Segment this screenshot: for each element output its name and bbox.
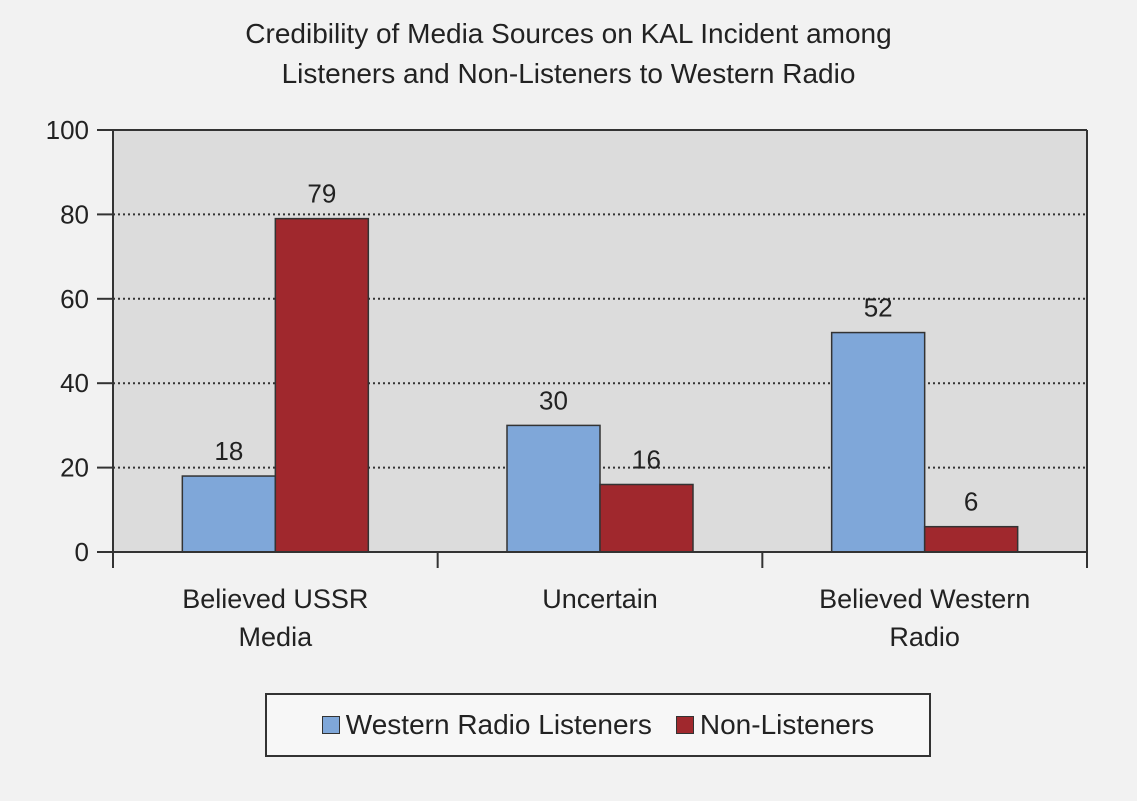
bar-uncertain-non-listeners	[599, 483, 694, 553]
legend-swatch-non-listeners	[675, 716, 694, 734]
legend-item-western-radio-listeners: Western Radio Listeners	[321, 709, 652, 741]
y-tick-label-60: 60	[60, 284, 89, 314]
x-tick-label-believed-ussr-media-line-2: Media	[239, 622, 314, 652]
x-tick-label-uncertain-line-1: Uncertain	[542, 584, 658, 614]
bar-uncertain-western-radio-listeners	[506, 424, 601, 553]
legend: Western Radio Listeners Non-Listeners	[265, 693, 931, 757]
y-tick-label-100: 100	[46, 115, 89, 145]
y-tick-labels: 0 20 40 60 80 100	[46, 115, 89, 567]
x-tick-label-believed-ussr-media-line-1: Believed USSR	[182, 584, 368, 614]
axes	[97, 129, 1088, 568]
value-label-uncertain-non-listeners: 16	[632, 444, 661, 474]
legend-swatch-western-radio-listeners	[321, 716, 340, 734]
value-label-uncertain-western-radio-listeners: 30	[539, 385, 568, 415]
chart-title-line-2: Listeners and Non-Listeners to Western R…	[281, 58, 856, 89]
value-label-believed-ussr-media-non-listeners: 79	[307, 179, 336, 209]
bar-believed-ussr-media-non-listeners	[274, 217, 370, 553]
y-tick-label-40: 40	[60, 368, 89, 398]
value-label-believed-western-radio-western-radio-listeners: 52	[864, 293, 893, 323]
y-tick-label-80: 80	[60, 199, 89, 229]
legend-item-non-listeners: Non-Listeners	[675, 709, 875, 741]
x-tick-labels: Believed USSR Media Uncertain Believed West…	[182, 584, 1030, 652]
bars	[181, 217, 1019, 553]
x-tick-label-believed-western-radio-line-2: Radio	[889, 622, 960, 652]
y-tick-label-0: 0	[75, 537, 89, 567]
chart-title: Credibility of Media Sources on KAL Inci…	[0, 14, 1137, 94]
y-tick-label-20: 20	[60, 453, 89, 483]
legend-label-non-listeners: Non-Listeners	[699, 709, 875, 740]
bar-believed-ussr-media-western-radio-listeners	[181, 475, 277, 553]
value-labels: 18 79 30 16 52 6	[214, 179, 978, 517]
x-tick-label-believed-western-radio-line-1: Believed Western	[819, 584, 1030, 614]
value-label-believed-ussr-media-western-radio-listeners: 18	[214, 436, 243, 466]
chart-title-line-1: Credibility of Media Sources on KAL Inci…	[245, 18, 892, 49]
value-label-believed-western-radio-non-listeners: 6	[964, 487, 978, 517]
bar-believed-western-radio-western-radio-listeners	[830, 331, 926, 553]
bar-believed-western-radio-non-listeners	[923, 525, 1019, 553]
legend-label-western-radio-listeners: Western Radio Listeners	[345, 709, 652, 740]
